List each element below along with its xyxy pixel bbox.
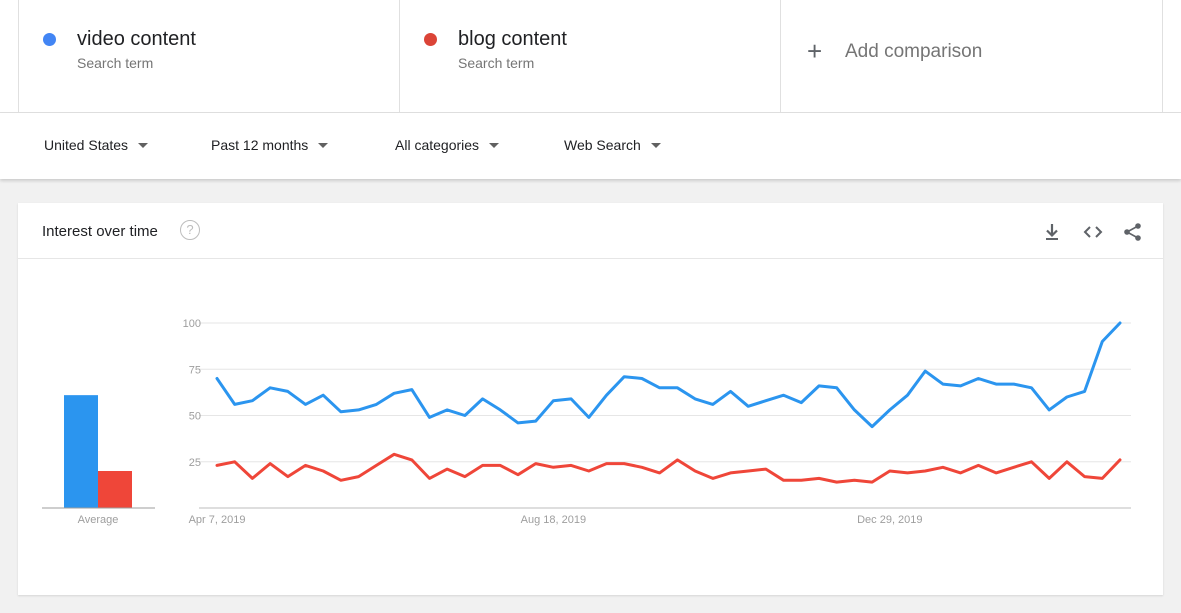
category-filter-label: All categories	[395, 137, 480, 153]
card-header: Interest over time ?	[18, 203, 1163, 259]
x-tick-label: Apr 7, 2019	[189, 514, 246, 526]
average-label: Average	[78, 514, 119, 526]
x-tick-label: Dec 29, 2019	[857, 514, 922, 526]
y-tick-label: 25	[189, 457, 201, 469]
y-tick-label: 100	[183, 318, 201, 330]
share-icon[interactable]	[1122, 221, 1144, 243]
region-filter-dropdown[interactable]: United States	[44, 137, 149, 153]
search-term-name[interactable]: video content	[77, 28, 196, 50]
search-term-type: Search term	[458, 55, 535, 71]
caret-down-icon	[138, 142, 149, 148]
search-term-card-video-content[interactable]: video content Search term	[18, 0, 400, 113]
time-range-filter-label: Past 12 months	[211, 137, 309, 153]
search-term-card-blog-content[interactable]: blog content Search term	[399, 0, 781, 113]
search-term-type: Search term	[77, 55, 154, 71]
download-icon[interactable]	[1041, 221, 1063, 243]
interest-over-time-chart: 25 50 75 100 Apr 7, 2019 Aug 18, 2019 Dec 29, …	[42, 318, 1131, 526]
category-filter-dropdown[interactable]: All categories	[395, 137, 500, 153]
series-line-blog-content	[215, 452, 1122, 484]
search-type-filter-label: Web Search	[564, 137, 641, 153]
region-filter-label: United States	[44, 137, 129, 153]
series-color-dot	[43, 33, 56, 46]
search-type-filter-dropdown[interactable]: Web Search	[564, 137, 661, 153]
card-title: Interest over time	[42, 223, 158, 240]
add-comparison-label: Add comparison	[845, 41, 983, 62]
interest-over-time-card: Interest over time ? 25 50 75 100 Apr 7, 201…	[18, 203, 1163, 595]
time-range-filter-dropdown[interactable]: Past 12 months	[211, 137, 329, 153]
average-bar-blog-content	[98, 471, 132, 508]
caret-down-icon	[650, 142, 661, 148]
series-color-dot	[424, 33, 437, 46]
y-tick-label: 50	[189, 411, 201, 423]
help-circle-icon[interactable]: ?	[180, 220, 200, 240]
search-term-name[interactable]: blog content	[458, 28, 567, 50]
add-comparison-button[interactable]: + Add comparison	[780, 0, 1163, 113]
x-tick-label: Aug 18, 2019	[521, 514, 586, 526]
average-bar-video-content	[64, 395, 98, 508]
y-tick-label: 75	[189, 364, 201, 376]
comparison-bar: video content Search term blog content S…	[0, 0, 1181, 113]
caret-down-icon	[489, 142, 500, 148]
filter-bar: United States Past 12 months All categor…	[0, 113, 1181, 179]
embed-code-icon[interactable]	[1082, 221, 1104, 243]
caret-down-icon	[318, 142, 329, 148]
plus-icon: +	[807, 36, 823, 66]
series-line-video-content	[215, 321, 1122, 429]
